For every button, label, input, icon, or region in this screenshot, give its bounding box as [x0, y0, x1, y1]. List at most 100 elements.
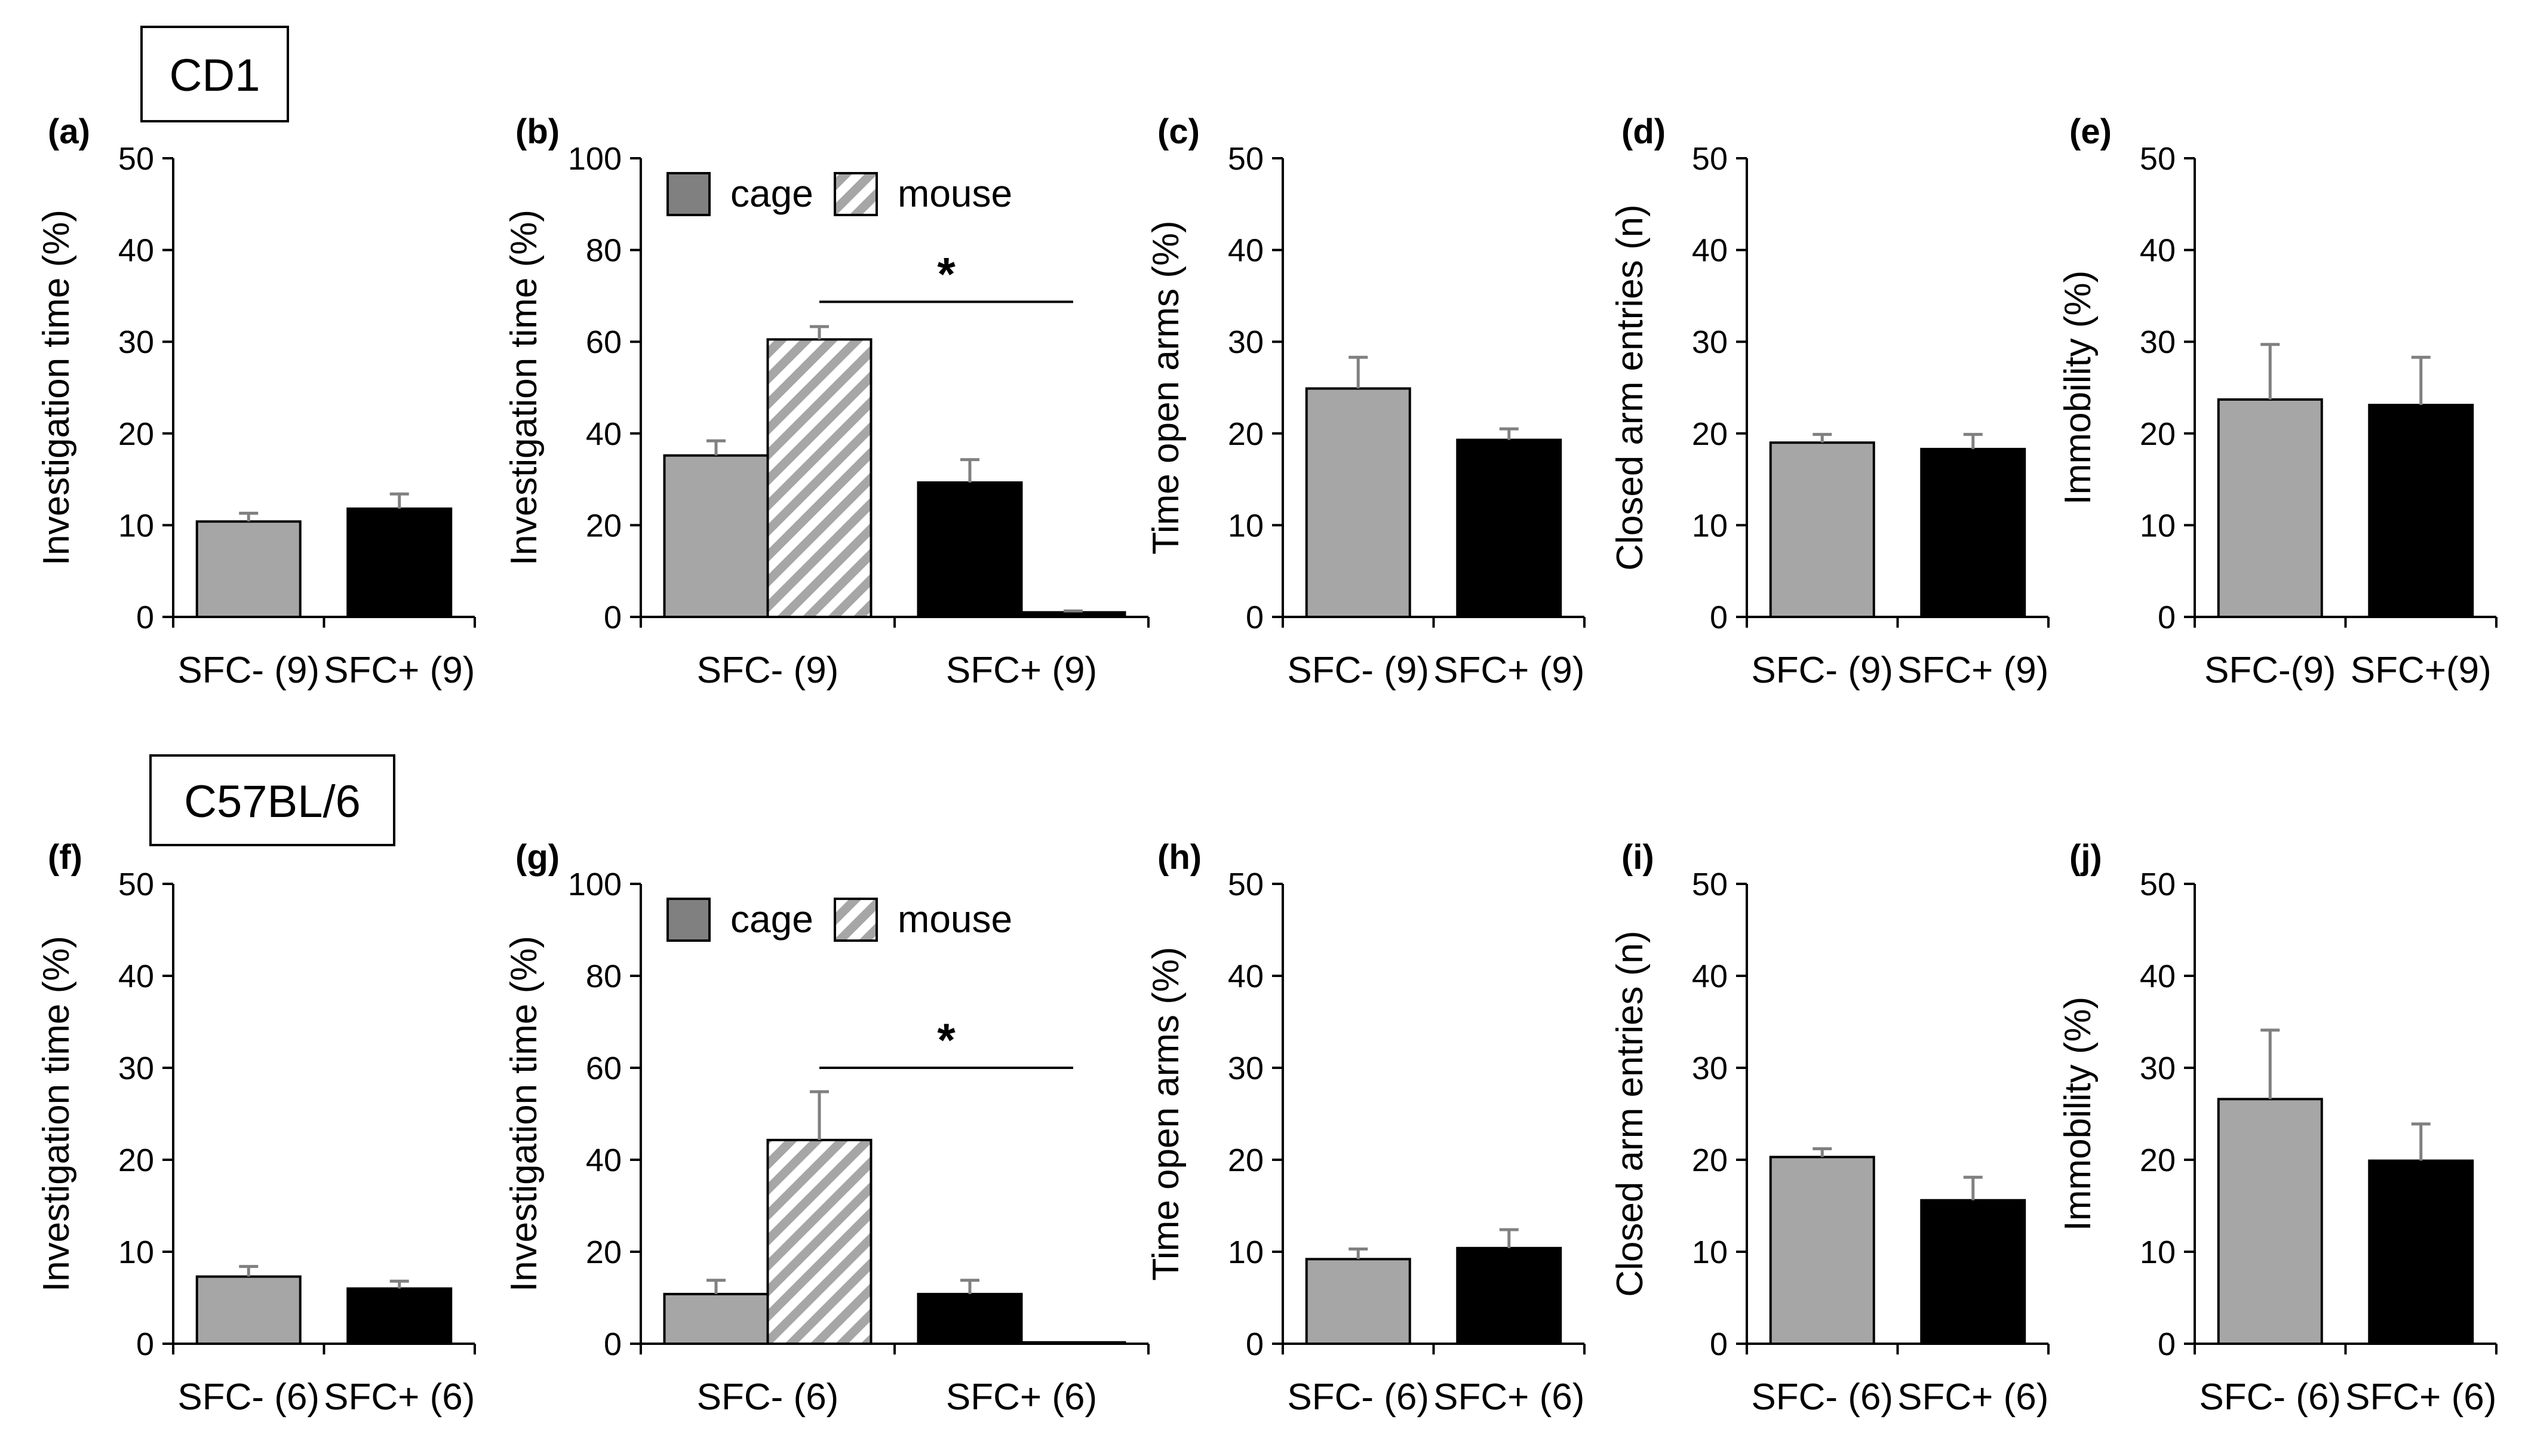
- y-tick-label-a: 50: [118, 141, 154, 177]
- legend-label-mouse-g: mouse: [898, 898, 1012, 941]
- legend-label-mouse-b: mouse: [898, 172, 1012, 215]
- legend-swatch-cage-g: [666, 898, 711, 942]
- bar-f-sfc-plus: [346, 1287, 453, 1346]
- x-category-label-j: SFC- (6): [2199, 1377, 2341, 1418]
- x-category-label-d: SFC+ (9): [1897, 650, 2048, 691]
- panel-letter-e: (e): [2069, 112, 2112, 151]
- strain-label-cd1: CD1: [169, 50, 260, 101]
- bar-h-sfc-plus: [1456, 1246, 1562, 1346]
- x-category-label-g: SFC+ (6): [946, 1377, 1097, 1418]
- bar-a-sfc-minus: [195, 520, 302, 618]
- bar-g-cage-sfc-plus: [917, 1292, 1023, 1346]
- panel-g: (g) Investigation time (%) 0 20 40 60 80 100 SFC…: [503, 838, 1150, 1418]
- x-category-label-i: SFC- (6): [1751, 1377, 1893, 1418]
- y-tick-label-h: 10: [1228, 1234, 1264, 1270]
- y-tick-label-e: 10: [2140, 508, 2176, 543]
- legend-swatch-cage-b: [666, 172, 711, 216]
- panel-f: (f) Investigation time (%) 0 10 20 30 40 50 SFC-…: [36, 838, 476, 1418]
- panel-letter-a: (a): [48, 112, 90, 151]
- y-axis-title-e: Immobility (%): [2057, 271, 2099, 505]
- panel-d: (d) Closed arm entries (n) 0 10 20 30 40 50 SFC-…: [1609, 112, 2050, 691]
- y-tick-label-i: 0: [1710, 1326, 1728, 1362]
- bar-a-sfc-plus: [346, 507, 453, 619]
- bar-g-mouse-sfc-plus: [1020, 1341, 1126, 1345]
- x-category-label-a: SFC- (9): [177, 650, 320, 691]
- y-axis-title-g: Investigation time (%): [503, 936, 545, 1292]
- panel-c: (c) Time open arms (%) 0 10 20 30 40 50 SFC- (9)…: [1145, 112, 1586, 691]
- y-tick-label-b: 60: [586, 324, 622, 360]
- panel-e: (e) Immobility (%) 0 10 20 30 40 50 SFC-(9) SFC+(…: [2057, 112, 2498, 691]
- y-tick-label-e: 40: [2140, 233, 2176, 269]
- x-category-label-f: SFC- (6): [177, 1377, 320, 1418]
- y-tick-label-j: 40: [2140, 959, 2176, 994]
- panel-letter-j: (j): [2069, 838, 2102, 877]
- y-tick-label-h: 0: [1246, 1326, 1264, 1362]
- y-tick-label-i: 30: [1692, 1050, 1728, 1086]
- strain-box-cd1: CD1: [140, 26, 289, 122]
- strain-box-c57bl6: C57BL/6: [149, 754, 395, 846]
- y-tick-label-e: 0: [2158, 600, 2176, 635]
- y-tick-label-j: 0: [2158, 1326, 2176, 1362]
- panel-a: (a) Investigation time (%) 0 10 20 30 40 50 SFC-…: [36, 112, 476, 691]
- legend-label-cage-g: cage: [730, 898, 813, 941]
- y-tick-label-b: 40: [586, 416, 622, 452]
- bar-h-sfc-minus: [1305, 1258, 1411, 1346]
- significance-star-b: *: [937, 247, 956, 300]
- panel-letter-d: (d): [1621, 112, 1666, 151]
- y-tick-label-f: 40: [118, 959, 154, 994]
- bar-d-sfc-minus: [1769, 441, 1875, 618]
- y-tick-label-g: 100: [568, 867, 622, 902]
- y-tick-label-h: 40: [1228, 959, 1264, 994]
- y-tick-label-i: 40: [1692, 959, 1728, 994]
- y-tick-label-d: 0: [1710, 600, 1728, 635]
- y-tick-label-f: 10: [118, 1234, 154, 1270]
- panel-letter-i: (i): [1621, 838, 1654, 877]
- panel-letter-c: (c): [1157, 112, 1200, 151]
- x-category-label-e: SFC-(9): [2204, 650, 2336, 691]
- y-tick-label-h: 30: [1228, 1050, 1264, 1086]
- y-axis-title-c: Time open arms (%): [1145, 220, 1187, 554]
- panel-letter-h: (h): [1157, 838, 1202, 877]
- y-tick-label-b: 80: [586, 233, 622, 269]
- panels: (a) Investigation time (%) 0 10 20 30 40 50 SFC-…: [36, 112, 2498, 1418]
- panel-h: (h) Time open arms (%) 0 10 20 30 40 50 SFC- (6)…: [1145, 838, 1586, 1418]
- y-tick-label-i: 10: [1692, 1234, 1728, 1270]
- bar-i-sfc-plus: [1920, 1199, 2026, 1346]
- legend-swatch-mouse-g: [834, 898, 878, 942]
- y-tick-label-i: 50: [1692, 867, 1728, 902]
- bar-d-sfc-plus: [1920, 447, 2026, 618]
- y-tick-label-i: 20: [1692, 1142, 1728, 1178]
- legend-label-cage-b: cage: [730, 172, 813, 215]
- y-tick-label-b: 0: [604, 600, 622, 635]
- y-tick-label-c: 20: [1228, 416, 1264, 452]
- bar-e-sfc-minus: [2217, 398, 2323, 619]
- y-axis-title-i: Closed arm entries (n): [1609, 930, 1651, 1297]
- y-tick-label-e: 50: [2140, 141, 2176, 177]
- bar-g-cage-sfc-minus: [663, 1292, 769, 1346]
- bar-g-mouse-sfc-minus: [766, 1138, 873, 1345]
- y-tick-label-a: 0: [136, 600, 154, 635]
- y-tick-label-e: 20: [2140, 416, 2176, 452]
- bar-b-cage-sfc-plus: [917, 481, 1023, 619]
- y-tick-label-g: 40: [586, 1142, 622, 1178]
- y-axis-title-b: Investigation time (%): [503, 210, 545, 566]
- y-axis-title-j: Immobility (%): [2057, 997, 2099, 1231]
- y-tick-label-d: 40: [1692, 233, 1728, 269]
- x-category-label-b: SFC- (9): [697, 650, 839, 691]
- strain-label-c57bl6: C57BL/6: [184, 776, 361, 827]
- panel-i: (i) Closed arm entries (n) 0 10 20 30 40 50 SFC-…: [1609, 838, 2050, 1418]
- y-tick-label-c: 0: [1246, 600, 1264, 635]
- bar-e-sfc-plus: [2368, 404, 2474, 619]
- bar-j-sfc-minus: [2217, 1098, 2323, 1345]
- y-tick-label-c: 10: [1228, 508, 1264, 543]
- y-tick-label-j: 20: [2140, 1142, 2176, 1178]
- bar-i-sfc-minus: [1769, 1156, 1875, 1345]
- y-tick-label-j: 30: [2140, 1050, 2176, 1086]
- y-tick-label-g: 0: [604, 1326, 622, 1362]
- y-tick-label-j: 50: [2140, 867, 2176, 902]
- y-tick-label-g: 20: [586, 1234, 622, 1270]
- y-axis-title-a: Investigation time (%): [36, 210, 77, 566]
- bar-c-sfc-plus: [1456, 438, 1562, 618]
- y-tick-label-d: 20: [1692, 416, 1728, 452]
- bar-b-mouse-sfc-plus: [1020, 611, 1126, 618]
